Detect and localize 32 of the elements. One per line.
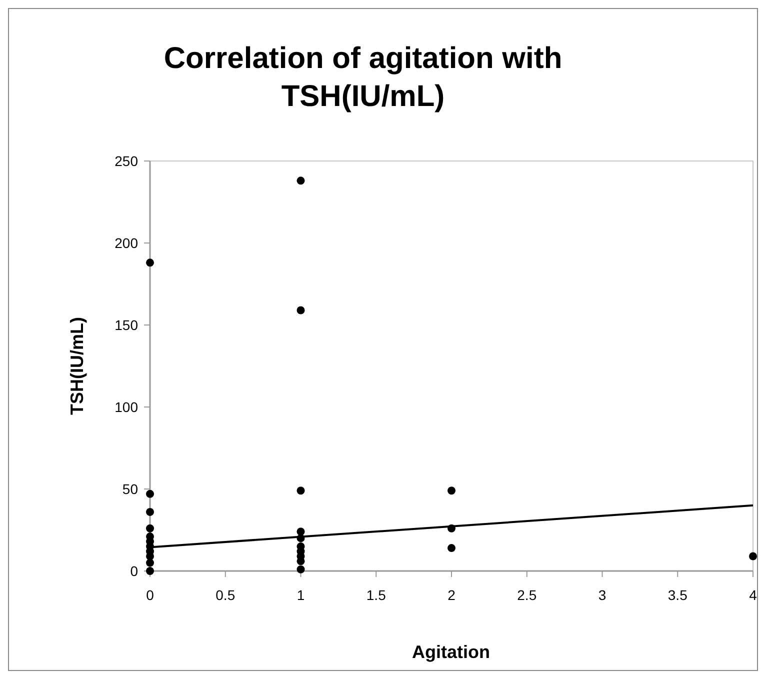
y-axis-title: TSH(IU/mL) xyxy=(67,317,87,415)
point xyxy=(448,486,456,495)
x-tick-label: 1 xyxy=(296,587,305,603)
chart-title: Correlation of agitation with TSH(IU/mL) xyxy=(164,42,562,113)
point xyxy=(146,558,154,567)
x-tick-label: 1.5 xyxy=(366,587,386,603)
point xyxy=(146,567,154,575)
x-tick-label: 2 xyxy=(448,587,456,603)
y-tick-label: 100 xyxy=(114,399,138,415)
point xyxy=(448,544,456,552)
y-tick-label: 50 xyxy=(122,481,138,497)
x-tick-label: 2.5 xyxy=(517,587,537,603)
point xyxy=(146,524,154,532)
point xyxy=(749,552,757,560)
x-tick-label: 0.5 xyxy=(216,587,236,603)
y-tick-label: 250 xyxy=(114,153,138,169)
point xyxy=(296,565,305,574)
point xyxy=(146,258,154,267)
y-tick-label: 150 xyxy=(114,317,138,333)
point xyxy=(146,490,154,498)
x-tick-label: 3 xyxy=(598,587,606,603)
point xyxy=(296,486,305,495)
x-tick-label: 0 xyxy=(146,587,154,603)
point xyxy=(296,176,305,185)
point xyxy=(296,528,305,536)
x-tick-label: 4 xyxy=(749,587,758,603)
x-tick-label: 3.5 xyxy=(668,587,688,603)
x-axis-title: Agitation xyxy=(412,642,490,662)
y-tick-label: 0 xyxy=(130,563,138,579)
point xyxy=(296,306,305,314)
point xyxy=(146,508,154,516)
y-tick-label: 200 xyxy=(114,235,138,251)
